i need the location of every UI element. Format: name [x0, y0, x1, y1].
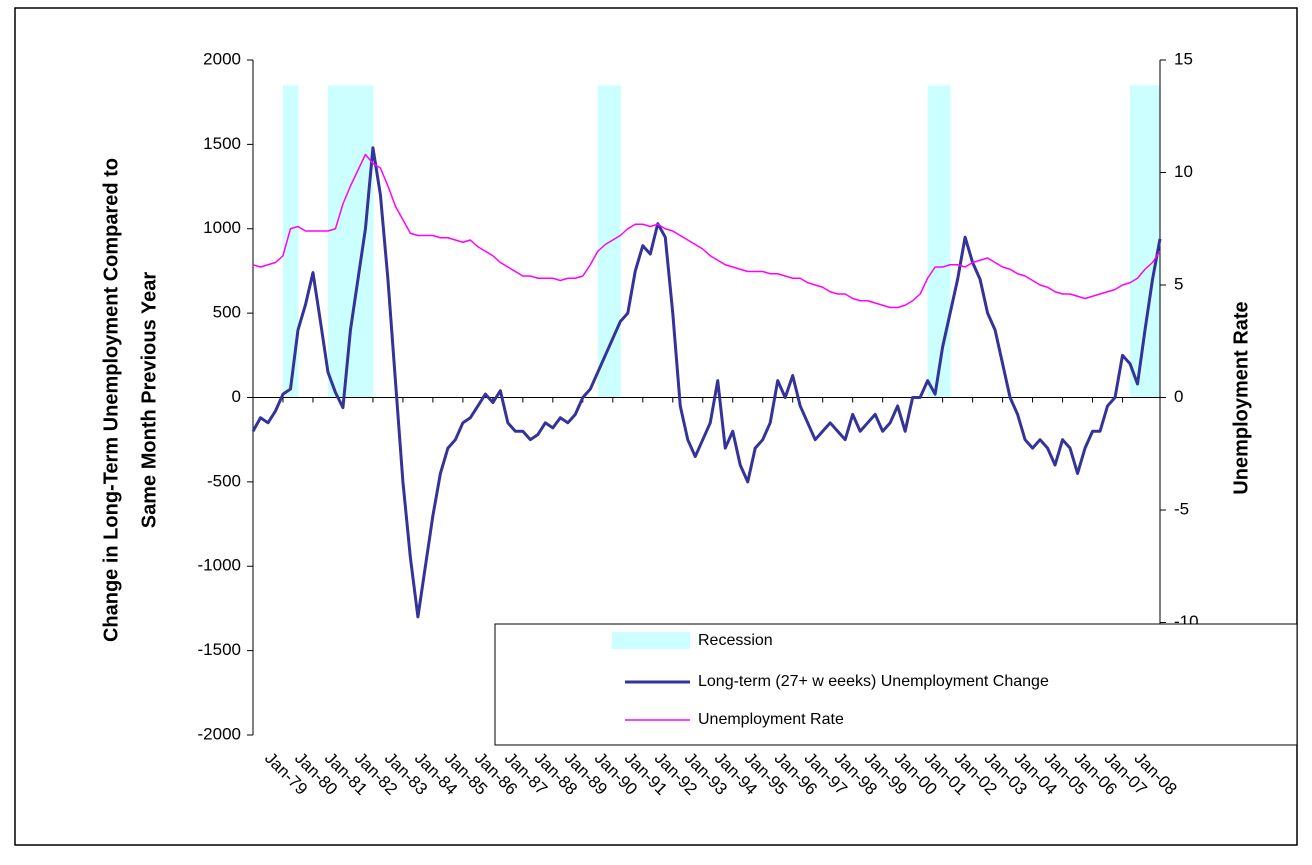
legend-label: Long-term (27+ w eeeks) Unemployment Cha… [698, 673, 1049, 690]
recession-bar [335, 85, 344, 398]
y-axis-title: Change in Long-Term Unemployment Compare… [100, 158, 122, 642]
long-term-line [251, 146, 1162, 619]
recession-bar [1152, 85, 1161, 398]
recession-bar [327, 85, 336, 398]
recession-bar [612, 85, 621, 398]
y-tick-label: -1500 [198, 640, 241, 659]
recession-bar [1145, 85, 1154, 398]
y-tick-label: -500 [207, 471, 241, 490]
y2-tick-label: 5 [1174, 274, 1183, 293]
recession-bar [342, 85, 351, 398]
recession-bar [365, 85, 374, 398]
y-tick-label: 1000 [203, 218, 241, 237]
y-tick-label: 500 [213, 303, 241, 322]
recession-bar [597, 85, 606, 398]
y-tick-label: 1500 [203, 134, 241, 153]
y2-tick-label: 15 [1174, 49, 1193, 68]
recession-bar [942, 85, 951, 398]
y-tick-label: -2000 [198, 724, 241, 743]
legend-swatch [612, 632, 690, 649]
legend-label: Recession [698, 632, 773, 649]
y2-axis-title: Unemployment Rate [1230, 301, 1252, 494]
recession-bar [1137, 85, 1146, 398]
recession-bar [927, 85, 936, 398]
y-tick-label: 0 [232, 387, 241, 406]
y2-tick-label: 0 [1174, 387, 1183, 406]
recession-bar [1130, 85, 1139, 398]
y-tick-label: 2000 [203, 49, 241, 68]
rate-line [252, 153, 1161, 309]
legend: Recession Long-term (27+ w eeeks) Unempl… [494, 623, 1298, 746]
recession-bar [935, 85, 944, 398]
recession-bar [290, 85, 299, 398]
y2-tick-label: 10 [1174, 162, 1193, 181]
y-tick-label: -1000 [198, 556, 241, 575]
recession-bar [357, 85, 366, 398]
y2-tick-label: -5 [1174, 499, 1189, 518]
y-axis-title: Same Month Previous Year [138, 272, 160, 529]
legend-label: Unemployment Rate [698, 711, 844, 728]
recession-bar [350, 85, 359, 398]
